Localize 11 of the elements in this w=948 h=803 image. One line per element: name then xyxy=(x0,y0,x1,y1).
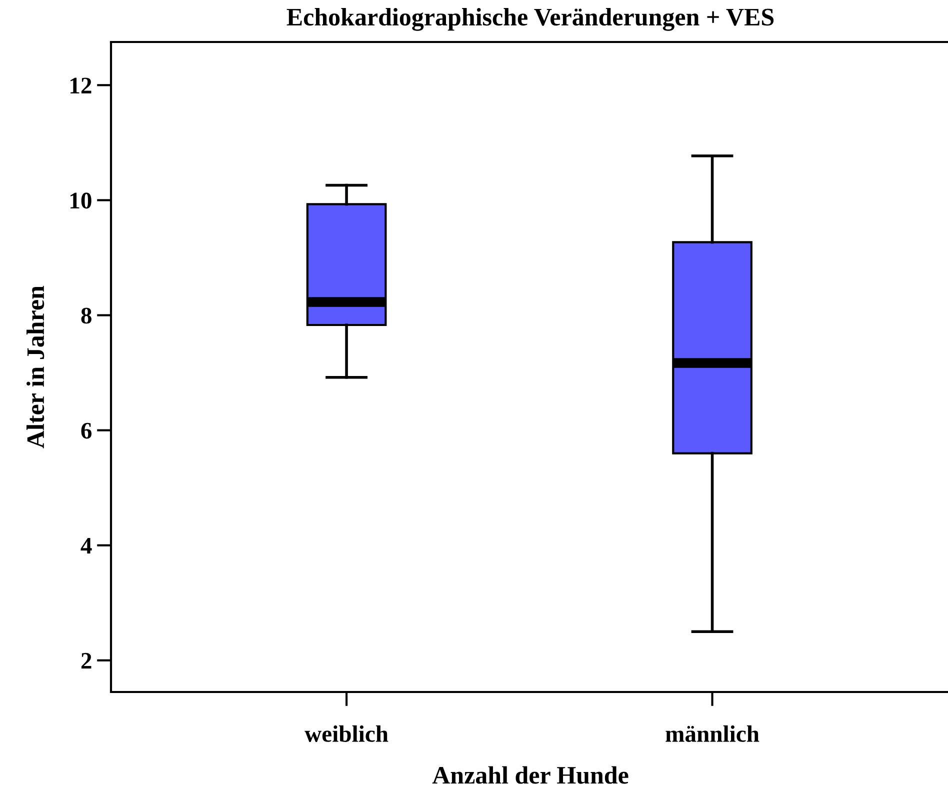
y-tick-label: 12 xyxy=(70,78,92,94)
y-tick-label: 4 xyxy=(80,538,92,554)
y-tick-label: 8 xyxy=(81,308,92,324)
y-tick-label: 2 xyxy=(81,652,92,669)
y-tick-label: 6 xyxy=(81,422,92,439)
y-tick-label: 10 xyxy=(70,192,92,209)
chart-title: Echokardiographische Veränderungen + VES xyxy=(286,8,774,31)
x-tick-label: männlich xyxy=(666,725,760,742)
x-tick-label: weiblich xyxy=(304,725,388,742)
y-axis-title: Alter in Jahren xyxy=(26,286,44,448)
x-axis-title: Anzahl der Hunde xyxy=(432,766,628,784)
